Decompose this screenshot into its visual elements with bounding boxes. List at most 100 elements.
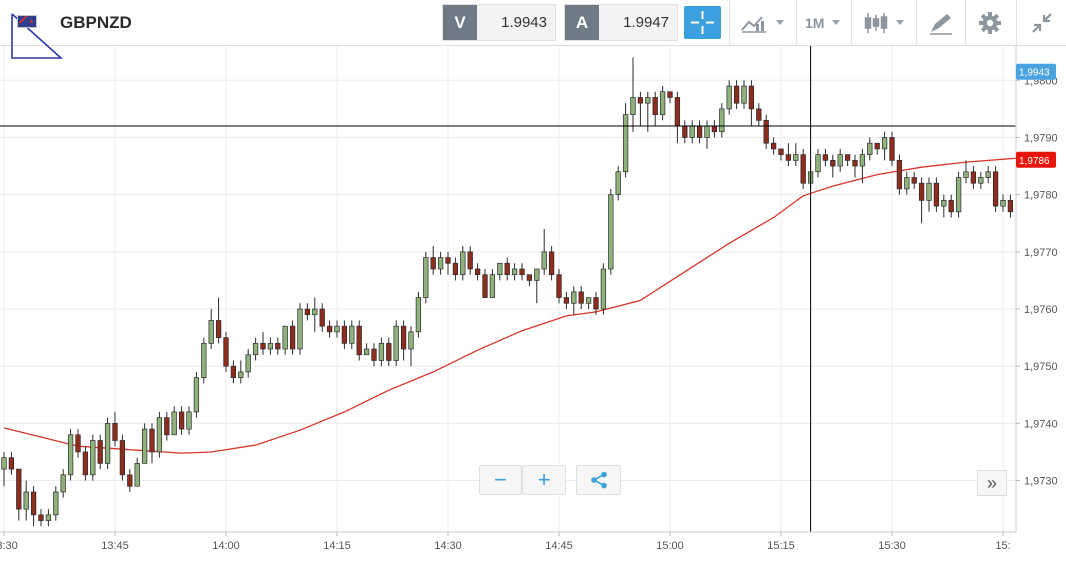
candle-body bbox=[992, 171, 999, 207]
toolbar-divider bbox=[965, 0, 966, 46]
candle bbox=[674, 91, 681, 144]
candle bbox=[430, 246, 436, 275]
chevron-down-icon bbox=[896, 20, 904, 25]
candle bbox=[474, 263, 481, 281]
candle bbox=[497, 262, 503, 281]
candle bbox=[867, 137, 873, 161]
candle-body bbox=[785, 154, 792, 161]
time-tick-label: 15:30 bbox=[878, 540, 906, 552]
candle-body bbox=[104, 423, 111, 464]
timeframe-label: 1M bbox=[805, 15, 825, 31]
candle-body bbox=[378, 342, 385, 361]
ask-price: 1.9947 bbox=[623, 14, 669, 31]
candle bbox=[963, 160, 969, 184]
ask-label: A bbox=[565, 5, 599, 40]
candle bbox=[223, 331, 229, 372]
candle bbox=[992, 166, 999, 212]
candle-body bbox=[756, 108, 762, 121]
candle bbox=[770, 137, 777, 155]
candle bbox=[659, 86, 666, 121]
candle-body bbox=[489, 274, 496, 298]
candle bbox=[423, 251, 429, 304]
candle-body bbox=[852, 160, 858, 167]
crosshair-button[interactable] bbox=[684, 6, 721, 39]
candle bbox=[763, 114, 769, 149]
candle-body bbox=[1, 457, 7, 470]
candle-body bbox=[371, 348, 377, 361]
chevron-down-icon bbox=[832, 20, 840, 25]
candle-body bbox=[460, 251, 466, 276]
candle bbox=[127, 469, 133, 492]
candle bbox=[60, 469, 66, 498]
candle bbox=[400, 320, 407, 361]
scroll-to-latest-button[interactable]: » bbox=[977, 470, 1007, 496]
candle bbox=[141, 423, 148, 464]
candle-body bbox=[911, 177, 917, 184]
candle-body bbox=[482, 274, 488, 298]
bid-price-box[interactable]: V 1.9943 bbox=[442, 4, 556, 41]
settings-button[interactable] bbox=[966, 0, 1016, 46]
candle bbox=[90, 434, 96, 481]
candle bbox=[741, 80, 747, 109]
pencil-ruler-icon bbox=[930, 14, 952, 35]
price-tick-label: 1,9760 bbox=[1024, 304, 1058, 316]
candle bbox=[260, 331, 266, 355]
chart-grid bbox=[0, 46, 1016, 532]
candle bbox=[38, 509, 44, 527]
candle bbox=[149, 423, 155, 464]
candle-body bbox=[1000, 200, 1006, 207]
candle-body bbox=[667, 91, 673, 98]
price-tick-label: 1,9730 bbox=[1024, 476, 1058, 488]
candle bbox=[785, 143, 792, 167]
candle-body bbox=[859, 154, 866, 167]
candle-body bbox=[341, 325, 348, 344]
candle-body bbox=[149, 428, 155, 453]
candle-body bbox=[452, 262, 459, 276]
collapse-button[interactable] bbox=[1017, 0, 1066, 46]
candle-body bbox=[245, 354, 251, 373]
candle bbox=[881, 131, 888, 161]
candle-body bbox=[386, 342, 392, 361]
candle-body bbox=[645, 97, 651, 104]
candle-body bbox=[304, 308, 311, 316]
candle-body bbox=[615, 171, 621, 196]
corner-triangle-icon bbox=[11, 13, 63, 59]
candle-body bbox=[556, 274, 562, 298]
candle bbox=[622, 103, 629, 178]
ask-price-box[interactable]: A 1.9947 bbox=[564, 4, 678, 41]
indicators-button[interactable] bbox=[730, 0, 796, 46]
price-tick-label: 1,9750 bbox=[1024, 361, 1058, 373]
candle bbox=[30, 486, 37, 527]
price-chart[interactable]: 1,9730 1,9740 1,9750 1,9760 1,9770 1,9780 1,97… bbox=[0, 46, 1066, 562]
candle bbox=[356, 320, 362, 361]
candle bbox=[978, 171, 984, 189]
instrument-symbol[interactable]: GBPNZD bbox=[60, 13, 132, 32]
candle-body bbox=[134, 463, 140, 487]
candle bbox=[178, 406, 185, 435]
candle bbox=[1, 451, 7, 487]
candle-body bbox=[208, 320, 214, 344]
candle bbox=[312, 297, 318, 332]
candle bbox=[815, 148, 821, 178]
candle-body bbox=[112, 423, 118, 441]
price-axis-panel bbox=[1016, 46, 1066, 562]
candle bbox=[637, 91, 644, 127]
share-button[interactable] bbox=[576, 465, 621, 495]
zoom-in-button[interactable]: + bbox=[522, 465, 566, 495]
candle-body bbox=[682, 125, 688, 138]
candle-body bbox=[926, 182, 932, 201]
candle bbox=[341, 320, 348, 350]
candle bbox=[556, 268, 562, 304]
price-badge-label: 1,9786 bbox=[1019, 156, 1050, 167]
price-badges: 1,9943 1,9786 bbox=[1016, 63, 1056, 168]
zoom-out-button[interactable]: − bbox=[479, 465, 522, 495]
toolbar-divider bbox=[729, 0, 730, 46]
candle bbox=[548, 246, 555, 281]
timeframe-selector[interactable] bbox=[797, 0, 851, 46]
candle bbox=[926, 177, 932, 212]
candle-body bbox=[674, 97, 681, 127]
candle bbox=[667, 91, 673, 104]
price-badge-box bbox=[1016, 151, 1056, 168]
chart-type-button[interactable] bbox=[852, 0, 916, 46]
drawing-tools-button[interactable] bbox=[917, 0, 965, 46]
